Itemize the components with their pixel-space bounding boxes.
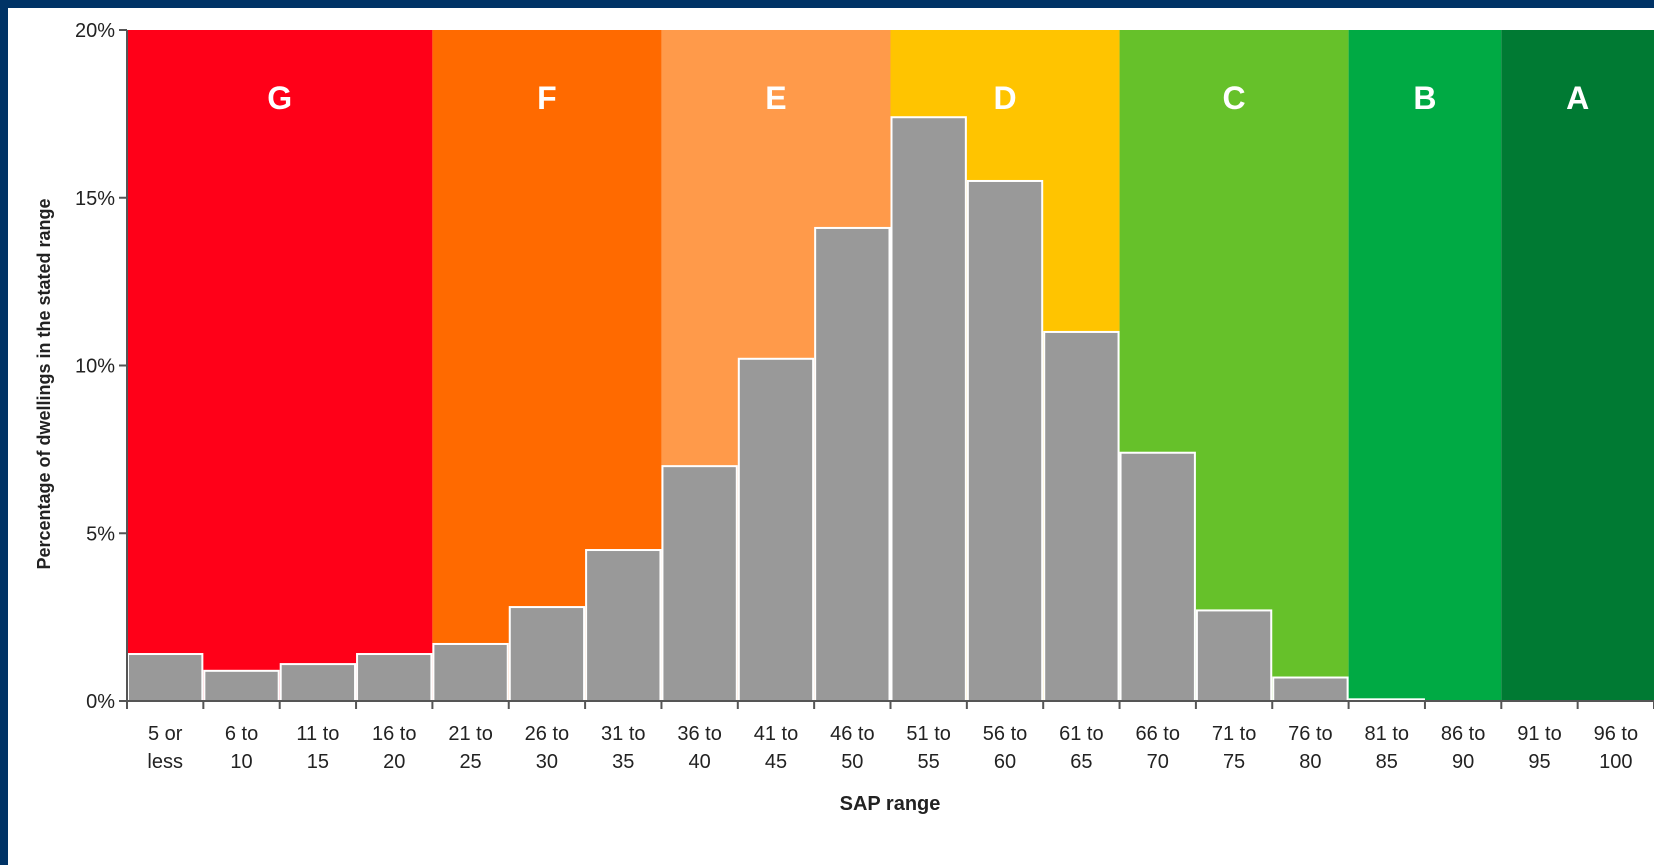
x-axis-title: SAP range [840,793,941,815]
band-label-b: B [1413,80,1436,116]
x-tick-label: 5 or less [147,723,183,773]
x-tick-label: 61 to 65 [1059,723,1103,773]
x-tick-label: 6 to 10 [225,723,258,773]
bar-1 [127,653,204,703]
band-b [1348,30,1502,701]
bar-2 [203,669,280,702]
bar-6 [508,606,586,702]
x-tick-label: 56 to 60 [983,723,1027,773]
bar-8 [661,465,738,702]
bar-14 [1119,451,1196,703]
band-label-d: D [993,80,1016,116]
bar-15 [1195,609,1273,702]
bar-10 [814,226,891,702]
x-tick-label: 31 to 35 [601,723,645,773]
band-label-c: C [1223,80,1246,116]
y-tick-label: 10% [75,356,115,378]
bar-3 [279,663,357,702]
x-tick-label: 46 to 50 [830,723,874,773]
bar-5 [432,642,509,703]
x-tick-label: 91 to 95 [1517,723,1561,773]
x-tick-label: 71 to 75 [1212,723,1256,773]
y-tick-label: 5% [86,523,115,545]
y-tick-label: 0% [86,691,115,713]
bar-4 [356,653,433,703]
band-label-f: F [537,80,557,116]
sap-rating-bar-chart: G F E D C B A 0% 5% 10% 15% 20% 5 or less 6 to 10 11 to… [34,20,1654,815]
x-tick-label: 51 to 55 [906,723,950,773]
bar-13 [1043,330,1120,702]
y-axis-title: Percentage of dwellings in the stated ra… [34,198,54,569]
band-label-e: E [765,80,786,116]
x-tick-label: 41 to 45 [754,723,798,773]
x-tick-label: 66 to 70 [1135,723,1179,773]
x-tick-label: 26 to 30 [525,723,569,773]
chart-panel: G F E D C B A 0% 5% 10% 15% 20% 5 or less 6 to 10 11 to… [8,8,1654,865]
x-tick-label: 96 to 100 [1594,723,1638,773]
band-g [127,30,433,701]
y-tick-label: 15% [75,188,115,210]
bar-7 [585,549,662,703]
tick-labels: 0% 5% 10% 15% 20% 5 or less 6 to 10 11 to 15 16 to 2… [75,20,1638,773]
bar-12 [966,179,1044,703]
band-label-a: A [1566,80,1589,116]
x-tick-label: 21 to 25 [448,723,492,773]
y-tick-label: 20% [75,20,115,42]
x-tick-label: 81 to 85 [1365,723,1409,773]
bar-9 [737,357,815,702]
x-tick-label: 36 to 40 [677,723,721,773]
axes [119,29,1654,709]
bar-16 [1272,676,1349,703]
band-a [1501,30,1654,701]
bar-11 [890,116,967,703]
x-tick-label: 11 to 15 [296,723,339,773]
x-tick-label: 86 to 90 [1441,723,1485,773]
x-tick-label: 16 to 20 [372,723,416,773]
x-tick-label: 76 to 80 [1288,723,1332,773]
band-label-g: G [267,80,292,116]
bars [127,116,1425,703]
